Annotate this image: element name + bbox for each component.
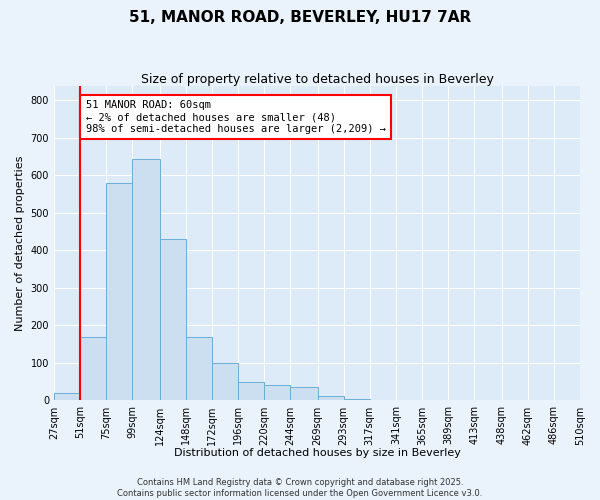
Title: Size of property relative to detached houses in Beverley: Size of property relative to detached ho… [140,72,493,86]
X-axis label: Distribution of detached houses by size in Beverley: Distribution of detached houses by size … [173,448,460,458]
Y-axis label: Number of detached properties: Number of detached properties [15,156,25,330]
Bar [317,396,344,400]
Text: 51 MANOR ROAD: 60sqm
← 2% of detached houses are smaller (48)
98% of semi-detach: 51 MANOR ROAD: 60sqm ← 2% of detached ho… [86,100,386,134]
Bar [344,398,370,400]
Bar [264,386,290,400]
Bar [186,336,212,400]
Bar [212,363,238,401]
Bar [80,336,106,400]
Bar [290,388,317,400]
Bar [106,183,133,400]
Text: Contains HM Land Registry data © Crown copyright and database right 2025.
Contai: Contains HM Land Registry data © Crown c… [118,478,482,498]
Bar [238,382,264,400]
Bar [133,158,160,400]
Text: 51, MANOR ROAD, BEVERLEY, HU17 7AR: 51, MANOR ROAD, BEVERLEY, HU17 7AR [129,10,471,25]
Bar [160,239,186,400]
Bar [54,393,80,400]
